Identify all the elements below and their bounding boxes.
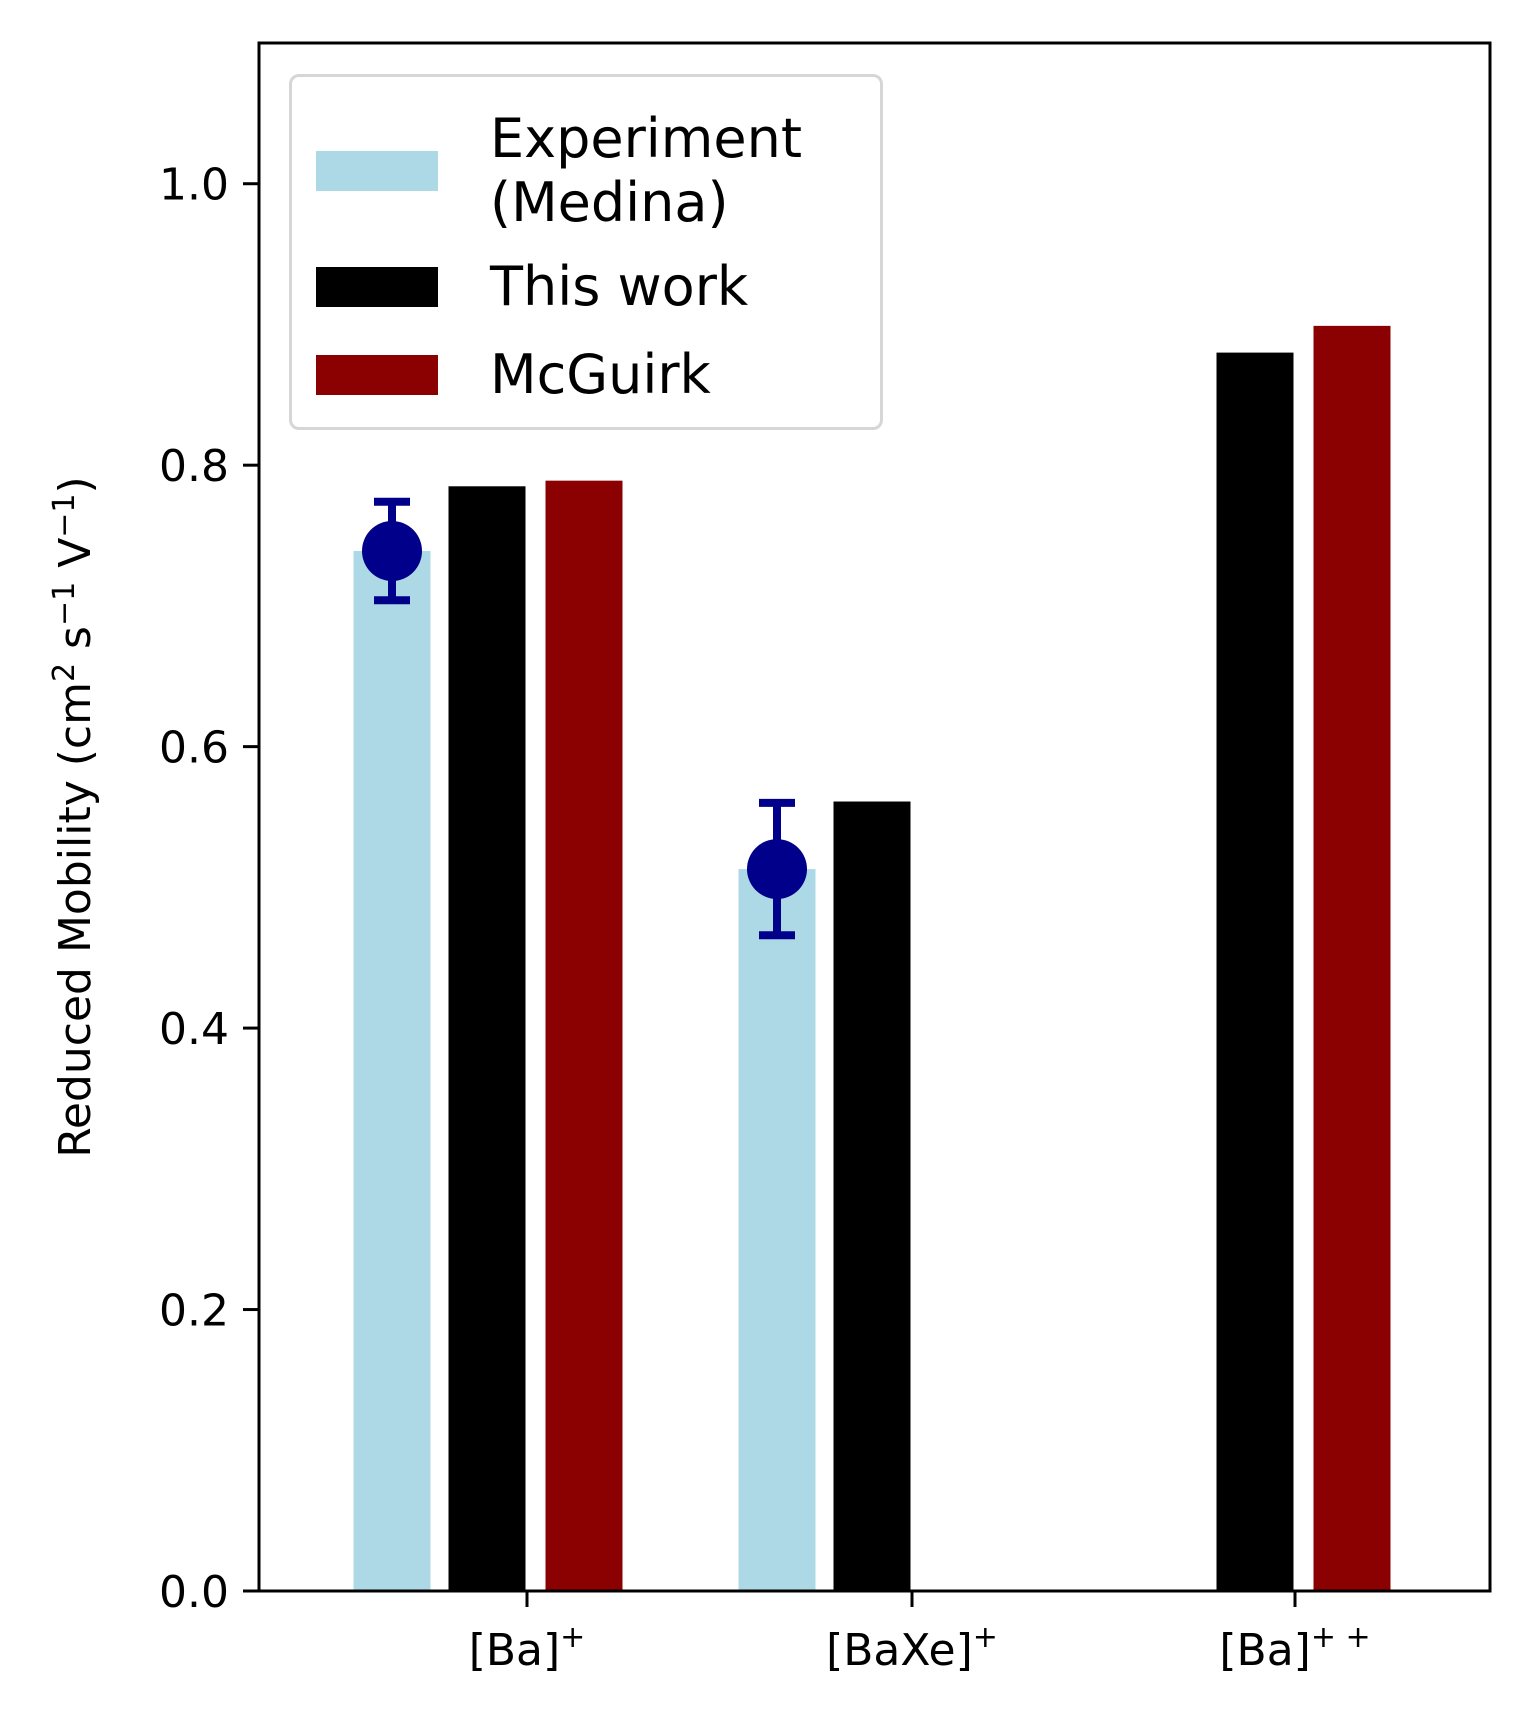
- x-tick-label-2: [Ba]+ +: [1219, 1620, 1370, 1676]
- legend-swatch-this-work: [316, 267, 438, 307]
- legend-item-experiment: Experiment (Medina): [316, 107, 802, 235]
- bar-0-0: [353, 551, 431, 1592]
- experiment-point-0: [362, 521, 422, 582]
- bars-layer: [353, 325, 1391, 1592]
- x-axis: [Ba]+ [BaXe]+ [Ba]+ +: [469, 1591, 1371, 1676]
- plot-frame: [257, 41, 1492, 1593]
- legend-item-mcguirk: McGuirk: [316, 343, 711, 407]
- legend-label-experiment: Experiment (Medina): [490, 107, 803, 234]
- bar-1-0: [448, 486, 526, 1592]
- y-axis: 0.0 0.2 0.4 0.6 0.8 1.0: [159, 160, 259, 1618]
- x-tick-label-1: [BaXe]+: [826, 1620, 998, 1676]
- bar-1-1: [833, 801, 911, 1591]
- x-tick-label-0: [Ba]+: [469, 1620, 586, 1676]
- legend-item-this-work: This work: [316, 255, 748, 319]
- y-tick-label-5: 1.0: [159, 160, 229, 211]
- bar-1-2: [1216, 352, 1294, 1592]
- y-tick-label-1: 0.2: [159, 1286, 229, 1337]
- y-tick-label-4: 0.8: [159, 441, 229, 492]
- legend: Experiment (Medina) This work McGuirk: [289, 74, 883, 430]
- y-tick-label-3: 0.6: [159, 723, 229, 774]
- y-tick-label-2: 0.4: [159, 1004, 229, 1055]
- y-tick-label-0: 0.0: [159, 1567, 229, 1618]
- bar-2-2: [1313, 325, 1391, 1591]
- bar-0-1: [738, 869, 816, 1591]
- legend-label-this-work: This work: [490, 255, 749, 318]
- legend-label-mcguirk: McGuirk: [490, 343, 711, 406]
- legend-swatch-mcguirk: [316, 355, 438, 395]
- experiment-point-1: [747, 839, 807, 900]
- y-axis-label: Reduced Mobility (cm2 s−1 V−1): [47, 476, 101, 1157]
- bar-2-0: [545, 480, 623, 1591]
- legend-swatch-experiment: [316, 151, 438, 191]
- error-bars-layer: [362, 497, 807, 940]
